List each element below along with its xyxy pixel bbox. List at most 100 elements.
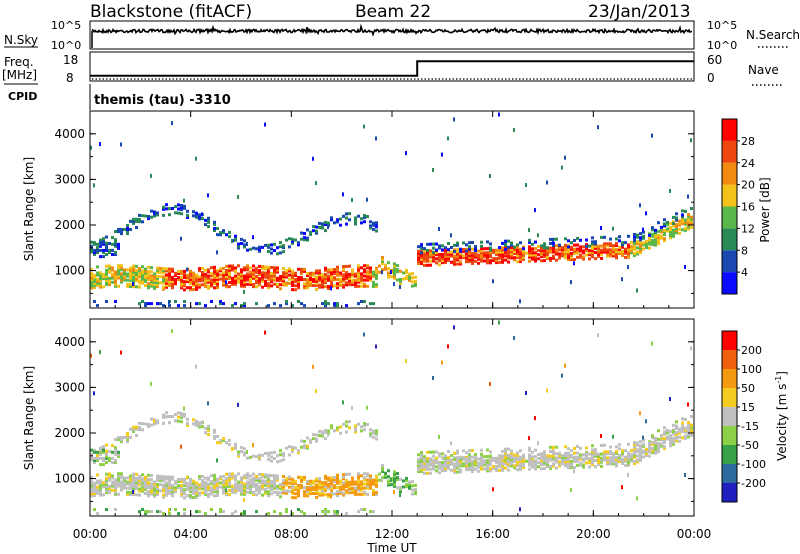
- velocity-cell: [558, 460, 561, 464]
- power-cell: [282, 275, 285, 279]
- power-cell: [90, 240, 93, 244]
- power-cell: [306, 238, 309, 242]
- power-cell: [399, 280, 402, 283]
- velocity-cell: [468, 459, 471, 463]
- power-cell: [684, 226, 687, 230]
- velocity-cell: [288, 485, 291, 489]
- power-cell: [330, 268, 333, 272]
- power-cell: [243, 276, 246, 280]
- power-cell: [633, 235, 636, 239]
- power-cell: [654, 233, 657, 237]
- velocity-cell: [657, 437, 660, 441]
- velocity-cell: [426, 457, 429, 460]
- power-cell: [297, 286, 300, 290]
- power-cell: [324, 302, 327, 306]
- power-cell: [255, 281, 258, 285]
- velocity-cell: [645, 454, 648, 457]
- power-cell: [183, 276, 186, 280]
- power-noise-cell: [315, 181, 317, 186]
- velocity-cell: [261, 479, 264, 483]
- velocity-cell: [612, 460, 615, 464]
- velocity-cell: [471, 455, 474, 459]
- power-cell: [567, 252, 570, 255]
- velocity-colorbar-title: Velocity [m s-1]: [774, 371, 789, 461]
- velocity-cell: [318, 429, 321, 433]
- power-cell: [243, 245, 246, 249]
- velocity-cell: [378, 472, 381, 476]
- nsearch-label: N.Search: [746, 28, 800, 42]
- velocity-cell: [429, 450, 432, 454]
- power-cell: [114, 280, 117, 284]
- power-cell: [153, 280, 156, 284]
- power-cell: [633, 245, 636, 249]
- velocity-cell: [291, 445, 294, 449]
- power-cell: [642, 230, 645, 234]
- power-cell: [429, 263, 432, 267]
- velocity-cell: [225, 481, 228, 484]
- power-noise-cell: [453, 117, 455, 122]
- velocity-noise-cell: [330, 494, 332, 499]
- power-noise-cell: [375, 136, 377, 141]
- velocity-cell: [462, 464, 465, 468]
- velocity-cell: [183, 479, 186, 483]
- velocity-cell: [321, 432, 324, 436]
- power-cell: [114, 274, 117, 278]
- velocity-cell: [651, 447, 654, 450]
- velocity-cell: [270, 484, 273, 488]
- power-noise-cell: [246, 242, 248, 246]
- power-cell: [534, 253, 537, 257]
- velocity-cell: [285, 510, 288, 514]
- velocity-cell: [90, 476, 93, 479]
- velocity-cell: [486, 459, 489, 463]
- power-cell: [654, 228, 657, 232]
- velocity-cell: [636, 441, 639, 445]
- velocity-cell: [138, 487, 141, 491]
- velocity-cell: [261, 483, 264, 487]
- velocity-cell: [531, 455, 534, 459]
- power-cell: [114, 278, 117, 282]
- power-cell: [177, 278, 180, 282]
- power-cell: [426, 263, 429, 267]
- velocity-cell: [315, 489, 318, 493]
- velocity-cell: [618, 458, 621, 461]
- velocity-cell: [345, 424, 348, 428]
- power-cell: [561, 246, 564, 250]
- velocity-cell: [357, 478, 360, 482]
- velocity-cell: [396, 486, 399, 490]
- colorbar-segment: [722, 407, 737, 426]
- velocity-cell: [120, 482, 123, 486]
- velocity-cell: [141, 487, 144, 491]
- velocity-cell: [120, 488, 123, 492]
- power-cell: [162, 269, 165, 273]
- velocity-cell: [219, 485, 222, 489]
- power-cell: [237, 278, 240, 282]
- power-cell: [207, 268, 210, 272]
- power-cell: [357, 274, 360, 278]
- velocity-cell: [372, 493, 375, 496]
- velocity-cell: [171, 475, 174, 479]
- power-cell: [282, 244, 285, 248]
- power-cell: [627, 251, 630, 255]
- velocity-cell: [138, 481, 141, 485]
- velocity-cell: [432, 465, 435, 469]
- power-cell: [384, 263, 387, 267]
- velocity-cell: [399, 477, 402, 481]
- velocity-cell: [468, 468, 471, 472]
- power-cell: [300, 302, 303, 306]
- velocity-cell: [486, 455, 489, 459]
- power-cell: [258, 264, 261, 268]
- velocity-cell: [648, 444, 651, 448]
- power-cell: [126, 223, 129, 227]
- velocity-cell: [285, 479, 288, 483]
- power-cell: [129, 219, 132, 223]
- power-cell: [618, 247, 621, 251]
- velocity-cell: [183, 484, 186, 488]
- power-cell: [507, 248, 510, 252]
- power-cell: [369, 224, 372, 228]
- power-cell: [456, 262, 459, 266]
- velocity-cell: [114, 448, 117, 452]
- velocity-cell: [129, 484, 132, 488]
- power-cell: [195, 287, 198, 291]
- power-cell: [555, 258, 558, 262]
- power-cell: [501, 258, 504, 262]
